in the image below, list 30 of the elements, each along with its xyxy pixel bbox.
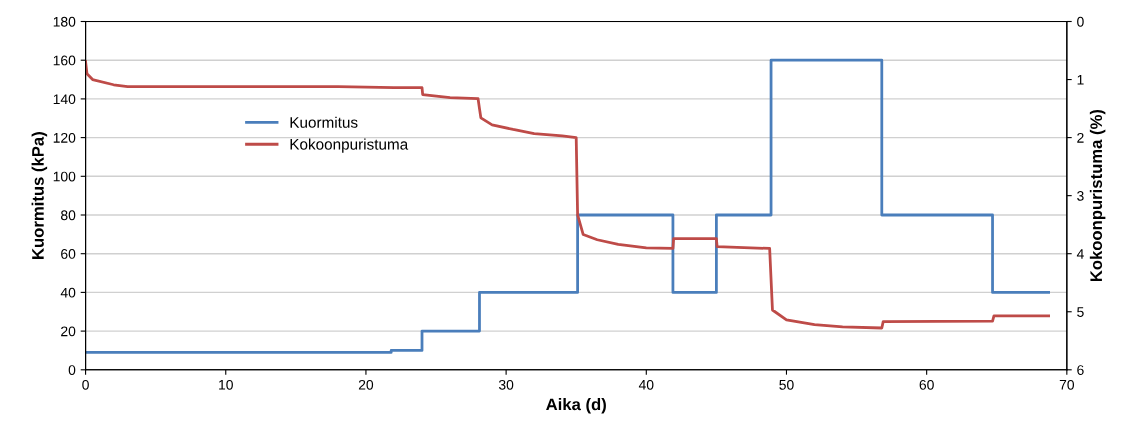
y2-tick-label: 1 [1077,75,1084,85]
x-tick-label: 0 [82,379,89,390]
y2-tick-label: 5 [1077,307,1084,317]
y-tick-label: 100 [53,171,76,182]
x-tick-label: 70 [1059,379,1075,390]
y-tick-label: 20 [61,326,76,337]
y-tick-label: 120 [53,132,76,143]
y-tick-label: 0 [68,365,76,375]
y2-tick-label: 6 [1077,365,1084,375]
y-tick-label: 180 [53,16,76,27]
x-tick-label: 20 [358,379,374,390]
x-axis-title: Aika (d) [546,398,606,414]
y-tick-label: 140 [53,94,76,105]
x-tick-label: 60 [919,379,934,390]
x-tick-label: 10 [219,379,233,390]
legend-label: Kokoonpuristuma [290,138,409,153]
y-tick-label: 60 [61,249,76,259]
y-tick-label: 160 [53,55,76,66]
y-tick-label: 40 [60,287,76,298]
y2-tick-label: 4 [1076,249,1084,259]
legend-label: Kuormitus [290,116,358,128]
y2-axis-title: Kokoonpuristuma (%) [1089,109,1106,282]
x-tick-label: 50 [779,379,794,390]
y2-tick-label: 0 [1077,16,1084,27]
x-tick-label: 30 [498,379,514,390]
y-tick-label: 80 [61,210,76,221]
y2-tick-label: 3 [1077,190,1084,201]
y-axis-title: Kuormitus (kPa) [31,132,48,259]
x-tick-label: 40 [638,379,654,390]
y2-tick-label: 2 [1077,132,1084,143]
